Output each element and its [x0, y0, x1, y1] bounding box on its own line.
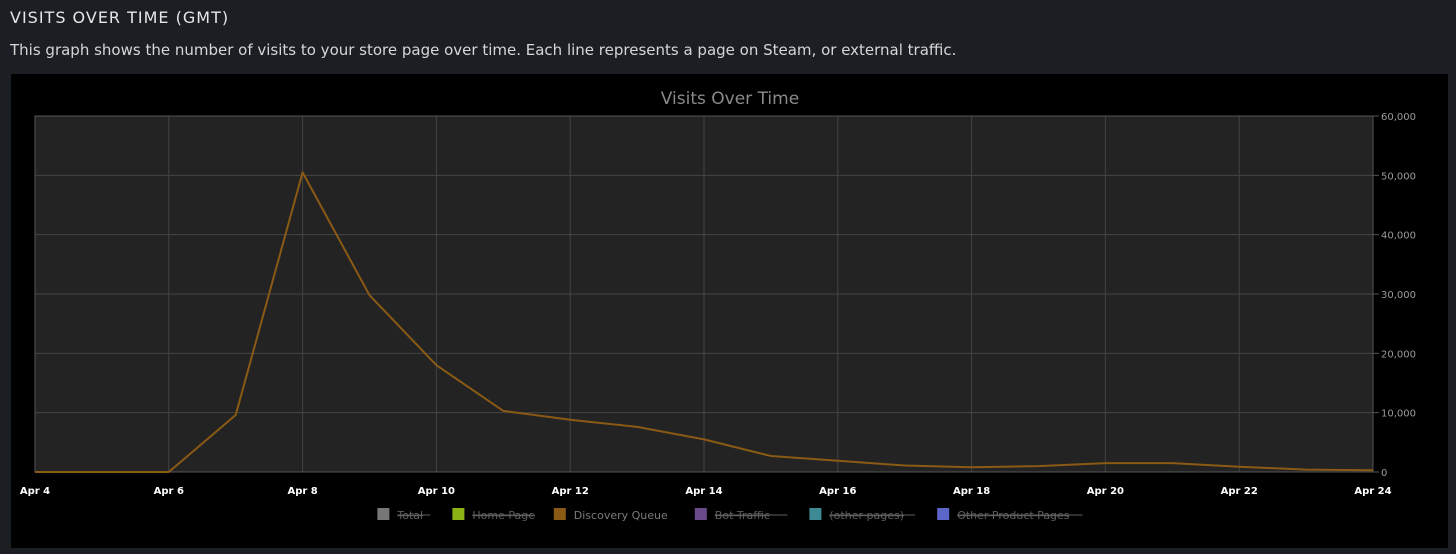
- x-tick-label: Apr 22: [1221, 486, 1258, 497]
- x-tick-label: Apr 16: [819, 486, 856, 497]
- x-axis-ticks: Apr 4 Apr 6 Apr 8 Apr 10 Apr 12 Apr 14 Apr 16 A…: [20, 486, 1392, 497]
- y-tick-label: 50,000: [1381, 171, 1416, 182]
- x-tick-label: Apr 12: [552, 486, 589, 497]
- y-tick-label: 60,000: [1381, 112, 1416, 123]
- y-tick-label: 0: [1381, 468, 1387, 479]
- legend-swatch: [452, 508, 465, 520]
- legend-item-bot-traffic[interactable]: Bot Traffic: [694, 508, 788, 522]
- legend-swatch: [694, 508, 707, 520]
- x-tick-label: Apr 20: [1087, 486, 1124, 497]
- legend[interactable]: Total Home Page Discovery Queue Bot Traffic…: [377, 508, 1083, 522]
- chart-title: Visits Over Time: [661, 89, 799, 109]
- chart-panel: Visits Over Time 0 10,000 20,000 30,000 40,0…: [11, 74, 1448, 548]
- section-description: This graph shows the number of visits to…: [10, 41, 957, 59]
- legend-swatch: [553, 508, 566, 520]
- x-tick-label: Apr 14: [685, 486, 722, 497]
- legend-item-other-pages[interactable]: (other pages): [809, 508, 916, 522]
- legend-item-discovery-queue[interactable]: Discovery Queue: [553, 508, 668, 522]
- x-tick-label: Apr 10: [418, 486, 455, 497]
- legend-swatch: [809, 508, 822, 520]
- y-tick-label: 40,000: [1381, 231, 1416, 242]
- x-tick-label: Apr 24: [1354, 486, 1391, 497]
- y-tick-label: 30,000: [1381, 290, 1416, 301]
- y-axis-ticks: 0 10,000 20,000 30,000 40,000 50,000 60,000: [1373, 112, 1416, 479]
- visits-line-chart: Visits Over Time 0 10,000 20,000 30,000 40,0…: [20, 89, 1416, 522]
- grid-lines: [34, 115, 1374, 473]
- legend-swatch: [937, 508, 950, 520]
- section-title: VISITS OVER TIME (GMT): [10, 8, 230, 27]
- series-line-discovery-queue: [35, 171, 1374, 473]
- series-lines: [35, 171, 1374, 473]
- legend-label: Discovery Queue: [574, 509, 668, 522]
- y-tick-label: 10,000: [1381, 409, 1416, 420]
- x-tick-label: Apr 4: [20, 486, 50, 497]
- x-tick-label: Apr 6: [154, 486, 184, 497]
- legend-item-total[interactable]: Total: [377, 508, 431, 522]
- legend-item-other-product-pages[interactable]: Other Product Pages: [937, 508, 1083, 522]
- x-tick-label: Apr 8: [287, 486, 317, 497]
- y-tick-label: 20,000: [1381, 349, 1416, 360]
- legend-item-home-page[interactable]: Home Page: [452, 508, 535, 522]
- legend-swatch: [377, 508, 390, 520]
- x-tick-label: Apr 18: [953, 486, 990, 497]
